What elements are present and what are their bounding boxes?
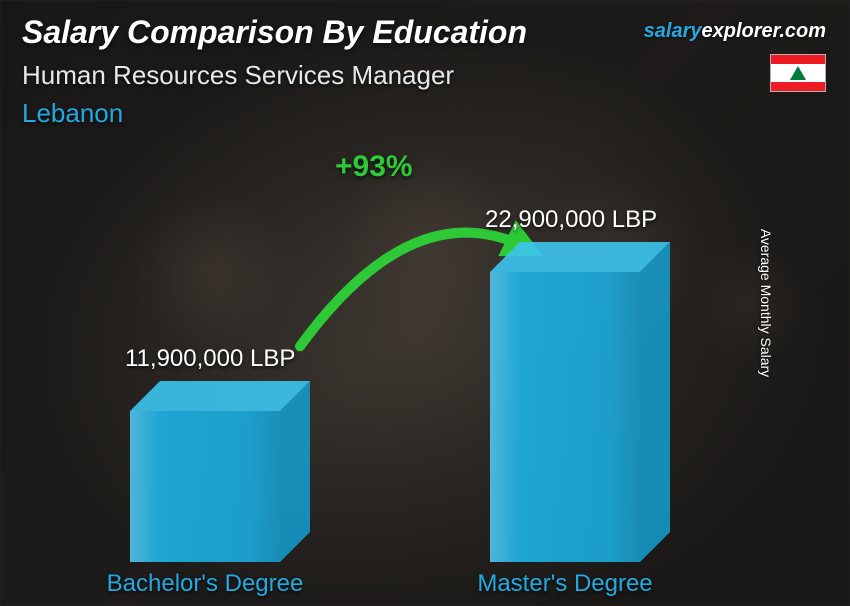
country-name: Lebanon	[22, 98, 123, 129]
flag-stripe-mid	[771, 64, 825, 82]
bar-bachelor	[130, 381, 310, 562]
bar-side	[640, 242, 670, 562]
bar-label-master: Master's Degree	[435, 570, 695, 598]
flag-lebanon-icon	[770, 54, 826, 92]
bar-master	[490, 242, 670, 562]
flag-stripe-bot	[771, 82, 825, 91]
flag-cedar-icon	[790, 66, 806, 80]
bar-side	[280, 381, 310, 562]
bar-label-bachelor: Bachelor's Degree	[75, 570, 335, 598]
bar-value-master: 22,900,000 LBP	[485, 206, 657, 234]
site-domain: .com	[779, 20, 826, 42]
percent-increase: +93%	[335, 150, 413, 184]
bar-value-bachelor: 11,900,000 LBP	[125, 345, 295, 373]
site-prefix: salary	[644, 20, 702, 42]
bar-front	[130, 411, 280, 562]
bar-front	[490, 272, 640, 562]
site-suffix: explorer	[701, 20, 779, 42]
bar-chart: +93% Bachelor's Degree11,900,000 LBPMast…	[90, 162, 750, 562]
bar-top	[490, 242, 670, 272]
y-axis-label: Average Monthly Salary	[758, 229, 774, 377]
flag-stripe-top	[771, 55, 825, 64]
site-brand: salaryexplorer.com	[644, 20, 826, 43]
job-title: Human Resources Services Manager	[22, 60, 454, 91]
bar-top	[130, 381, 310, 411]
page-title: Salary Comparison By Education	[22, 14, 527, 51]
content-layer: Salary Comparison By Education Human Res…	[0, 0, 850, 606]
